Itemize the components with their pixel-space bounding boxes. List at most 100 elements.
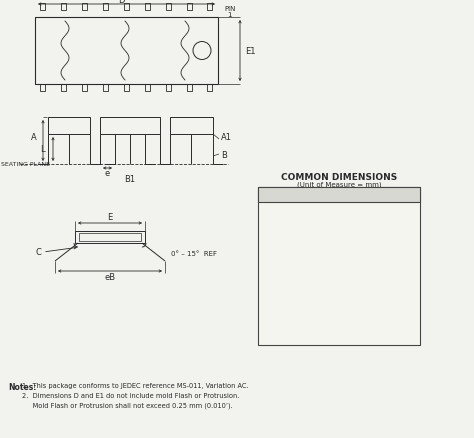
Bar <box>40 4 46 11</box>
Text: C: C <box>272 308 278 317</box>
Bar <box>208 4 212 11</box>
Text: B: B <box>273 269 278 279</box>
Text: MIN: MIN <box>300 191 317 200</box>
Text: 0.356: 0.356 <box>297 269 319 279</box>
Bar <box>258 187 420 202</box>
Text: 17.526: 17.526 <box>359 321 385 330</box>
Bar <box>103 85 108 92</box>
Text: 1.041: 1.041 <box>297 283 319 291</box>
Text: (Unit of Measure = mm): (Unit of Measure = mm) <box>297 181 381 188</box>
Text: D: D <box>118 0 125 4</box>
Bar <box>170 118 213 135</box>
Text: 0.381: 0.381 <box>361 308 383 317</box>
Text: E1: E1 <box>245 47 255 56</box>
Bar <box>187 85 191 92</box>
Bar <box>258 280 420 293</box>
Bar <box>124 85 129 92</box>
Text: B: B <box>221 150 227 159</box>
Text: B1: B1 <box>125 175 136 184</box>
Text: 1.  This package conforms to JEDEC reference MS-011, Variation AC.: 1. This package conforms to JEDEC refere… <box>22 382 249 388</box>
Bar <box>82 85 87 92</box>
Bar <box>100 118 160 135</box>
Text: 1.651: 1.651 <box>361 283 383 291</box>
Text: –: – <box>338 244 342 252</box>
Text: 15.875: 15.875 <box>359 244 385 252</box>
Text: e: e <box>105 168 110 177</box>
Bar <box>258 267 420 280</box>
Text: 3.048: 3.048 <box>297 295 319 304</box>
Text: 52.578: 52.578 <box>359 230 385 240</box>
Text: Mold Flash or Protrusion shall not exceed 0.25 mm (0.010’).: Mold Flash or Protrusion shall not excee… <box>22 402 233 409</box>
Text: –: – <box>338 283 342 291</box>
Text: NOTE: NOTE <box>392 191 416 200</box>
Bar <box>258 332 420 345</box>
Text: A: A <box>31 133 37 141</box>
Text: eB: eB <box>104 272 116 281</box>
Bar <box>258 202 420 215</box>
Text: 3.556: 3.556 <box>361 295 383 304</box>
Text: E: E <box>273 244 277 252</box>
Text: Notes:: Notes: <box>8 382 36 391</box>
Text: –: – <box>370 218 374 226</box>
Text: B1: B1 <box>270 283 280 291</box>
Bar <box>145 4 150 11</box>
Bar <box>40 85 46 92</box>
Text: –: – <box>338 269 342 279</box>
Bar <box>258 215 420 229</box>
Text: 0° – 15°  REF: 0° – 15° REF <box>171 251 217 256</box>
Bar <box>258 241 420 254</box>
Text: NOM: NOM <box>329 191 350 200</box>
Text: A1: A1 <box>221 133 232 142</box>
Bar <box>48 118 90 135</box>
Text: –: – <box>338 295 342 304</box>
Text: 0.559: 0.559 <box>361 269 383 279</box>
Text: 0.381: 0.381 <box>297 218 319 226</box>
Text: –: – <box>338 218 342 226</box>
Text: Note 2: Note 2 <box>392 256 417 265</box>
Bar <box>35 18 218 85</box>
Text: E: E <box>108 213 113 222</box>
Text: eB: eB <box>270 321 280 330</box>
Text: e: e <box>273 334 277 343</box>
Text: 13.462: 13.462 <box>295 256 321 265</box>
Bar <box>166 85 171 92</box>
Text: PIN: PIN <box>224 6 236 12</box>
Text: C: C <box>35 248 41 257</box>
Text: –: – <box>338 308 342 317</box>
Text: L: L <box>40 145 45 154</box>
Bar <box>61 4 66 11</box>
Text: SEATING PLANE: SEATING PLANE <box>1 162 50 167</box>
Bar <box>258 306 420 319</box>
Bar <box>258 254 420 267</box>
Text: 15.240: 15.240 <box>295 244 321 252</box>
Bar <box>75 231 145 244</box>
Text: D: D <box>272 230 278 240</box>
Text: 15.494: 15.494 <box>295 321 321 330</box>
Text: –: – <box>338 321 342 330</box>
Bar <box>187 4 191 11</box>
Text: A: A <box>273 205 278 213</box>
Bar <box>166 4 171 11</box>
Text: 13.970: 13.970 <box>359 256 385 265</box>
Text: E1: E1 <box>270 256 280 265</box>
Text: 1: 1 <box>227 12 231 18</box>
Circle shape <box>193 42 211 60</box>
Text: Note 2: Note 2 <box>392 230 417 240</box>
Text: 2.540 TYP: 2.540 TYP <box>337 334 375 343</box>
Bar <box>124 4 129 11</box>
Bar <box>79 233 141 241</box>
Text: –: – <box>338 256 342 265</box>
Bar <box>208 85 212 92</box>
Bar <box>258 187 420 345</box>
Bar <box>258 319 420 332</box>
Text: 4.826: 4.826 <box>361 205 383 213</box>
Bar <box>145 85 150 92</box>
Text: SYMBOL: SYMBOL <box>257 191 293 200</box>
Text: –: – <box>338 205 342 213</box>
Bar <box>82 4 87 11</box>
Bar <box>258 293 420 306</box>
Text: MAX: MAX <box>362 191 382 200</box>
Bar <box>258 229 420 241</box>
Text: A1: A1 <box>270 218 280 226</box>
Text: 0.203: 0.203 <box>297 308 319 317</box>
